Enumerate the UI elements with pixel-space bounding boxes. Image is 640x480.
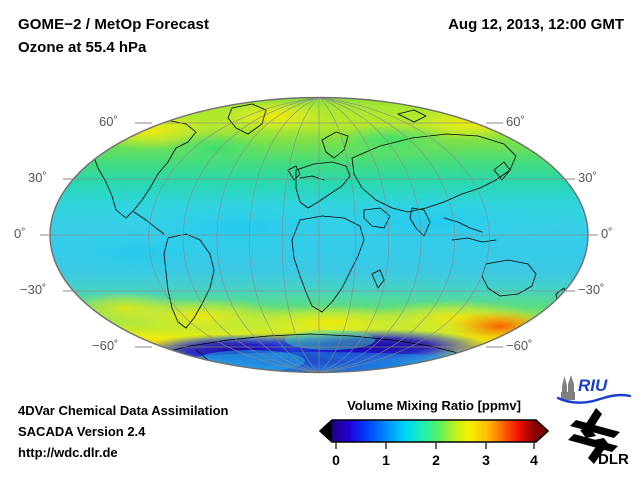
colorbar-scale: 0 1 2 3 4: [318, 419, 550, 468]
dlr-logo-text: DLR: [598, 451, 629, 468]
footer-line-url[interactable]: http://wdc.dlr.de: [18, 445, 118, 460]
riu-logo-text: RIU: [578, 376, 608, 395]
colorbar-swatch: [318, 419, 550, 443]
footer-credits: 4DVar Chemical Data Assimilation SACADA …: [18, 400, 229, 463]
header-datetime: Aug 12, 2013, 12:00 GMT: [448, 16, 624, 33]
lat-label-left-60: 60˚: [99, 114, 118, 129]
riu-logo-mark: RIU: [556, 375, 632, 404]
header-quantity-title: Ozone at 55.4 hPa: [18, 39, 147, 56]
colorbar-tick-4: 4: [530, 452, 538, 468]
ozone-map-panel: 60˚ 30˚ 0˚ −30˚ −60˚ 60˚ 30˚ 0˚ −30˚ −60…: [0, 78, 640, 388]
footer-line-version: SACADA Version 2.4: [18, 424, 146, 439]
lat-label-left-m30: −30˚: [20, 282, 47, 297]
mollweide-ozone-map: [40, 96, 598, 374]
lat-label-right-0: 0˚: [601, 226, 613, 241]
dlr-pinwheel-icon: [568, 408, 620, 464]
latitude-ticks: [40, 122, 598, 348]
colorbar-tick-0: 0: [332, 452, 340, 468]
colorbar-ticks: [335, 443, 535, 449]
lat-label-right-30: 30˚: [578, 170, 597, 185]
lat-label-right-60: 60˚: [506, 114, 525, 129]
lat-label-left-30: 30˚: [28, 170, 47, 185]
colorbar-tick-2: 2: [432, 452, 440, 468]
dlr-logo-mark: DLR: [568, 408, 629, 468]
lat-label-left-0: 0˚: [14, 226, 26, 241]
colorbar-tick-3: 3: [482, 452, 490, 468]
lat-label-right-m60: −60˚: [506, 338, 533, 353]
dlr-logo: DLR: [566, 406, 632, 473]
riu-logo: RIU: [556, 374, 632, 409]
colorbar-tick-labels: 0 1 2 3 4: [332, 452, 538, 468]
footer-line-method: 4DVar Chemical Data Assimilation: [18, 403, 229, 418]
lat-label-left-m60: −60˚: [92, 338, 119, 353]
colorbar: Volume Mixing Ratio [ppmv]: [318, 398, 550, 470]
colorbar-tick-1: 1: [382, 452, 390, 468]
cathedral-spires-icon: [561, 375, 575, 400]
colorbar-title: Volume Mixing Ratio [ppmv]: [347, 398, 521, 413]
header-instrument-title: GOME−2 / MetOp Forecast: [18, 16, 210, 33]
lat-label-right-m30: −30˚: [578, 282, 605, 297]
wave-icon: [556, 393, 632, 404]
